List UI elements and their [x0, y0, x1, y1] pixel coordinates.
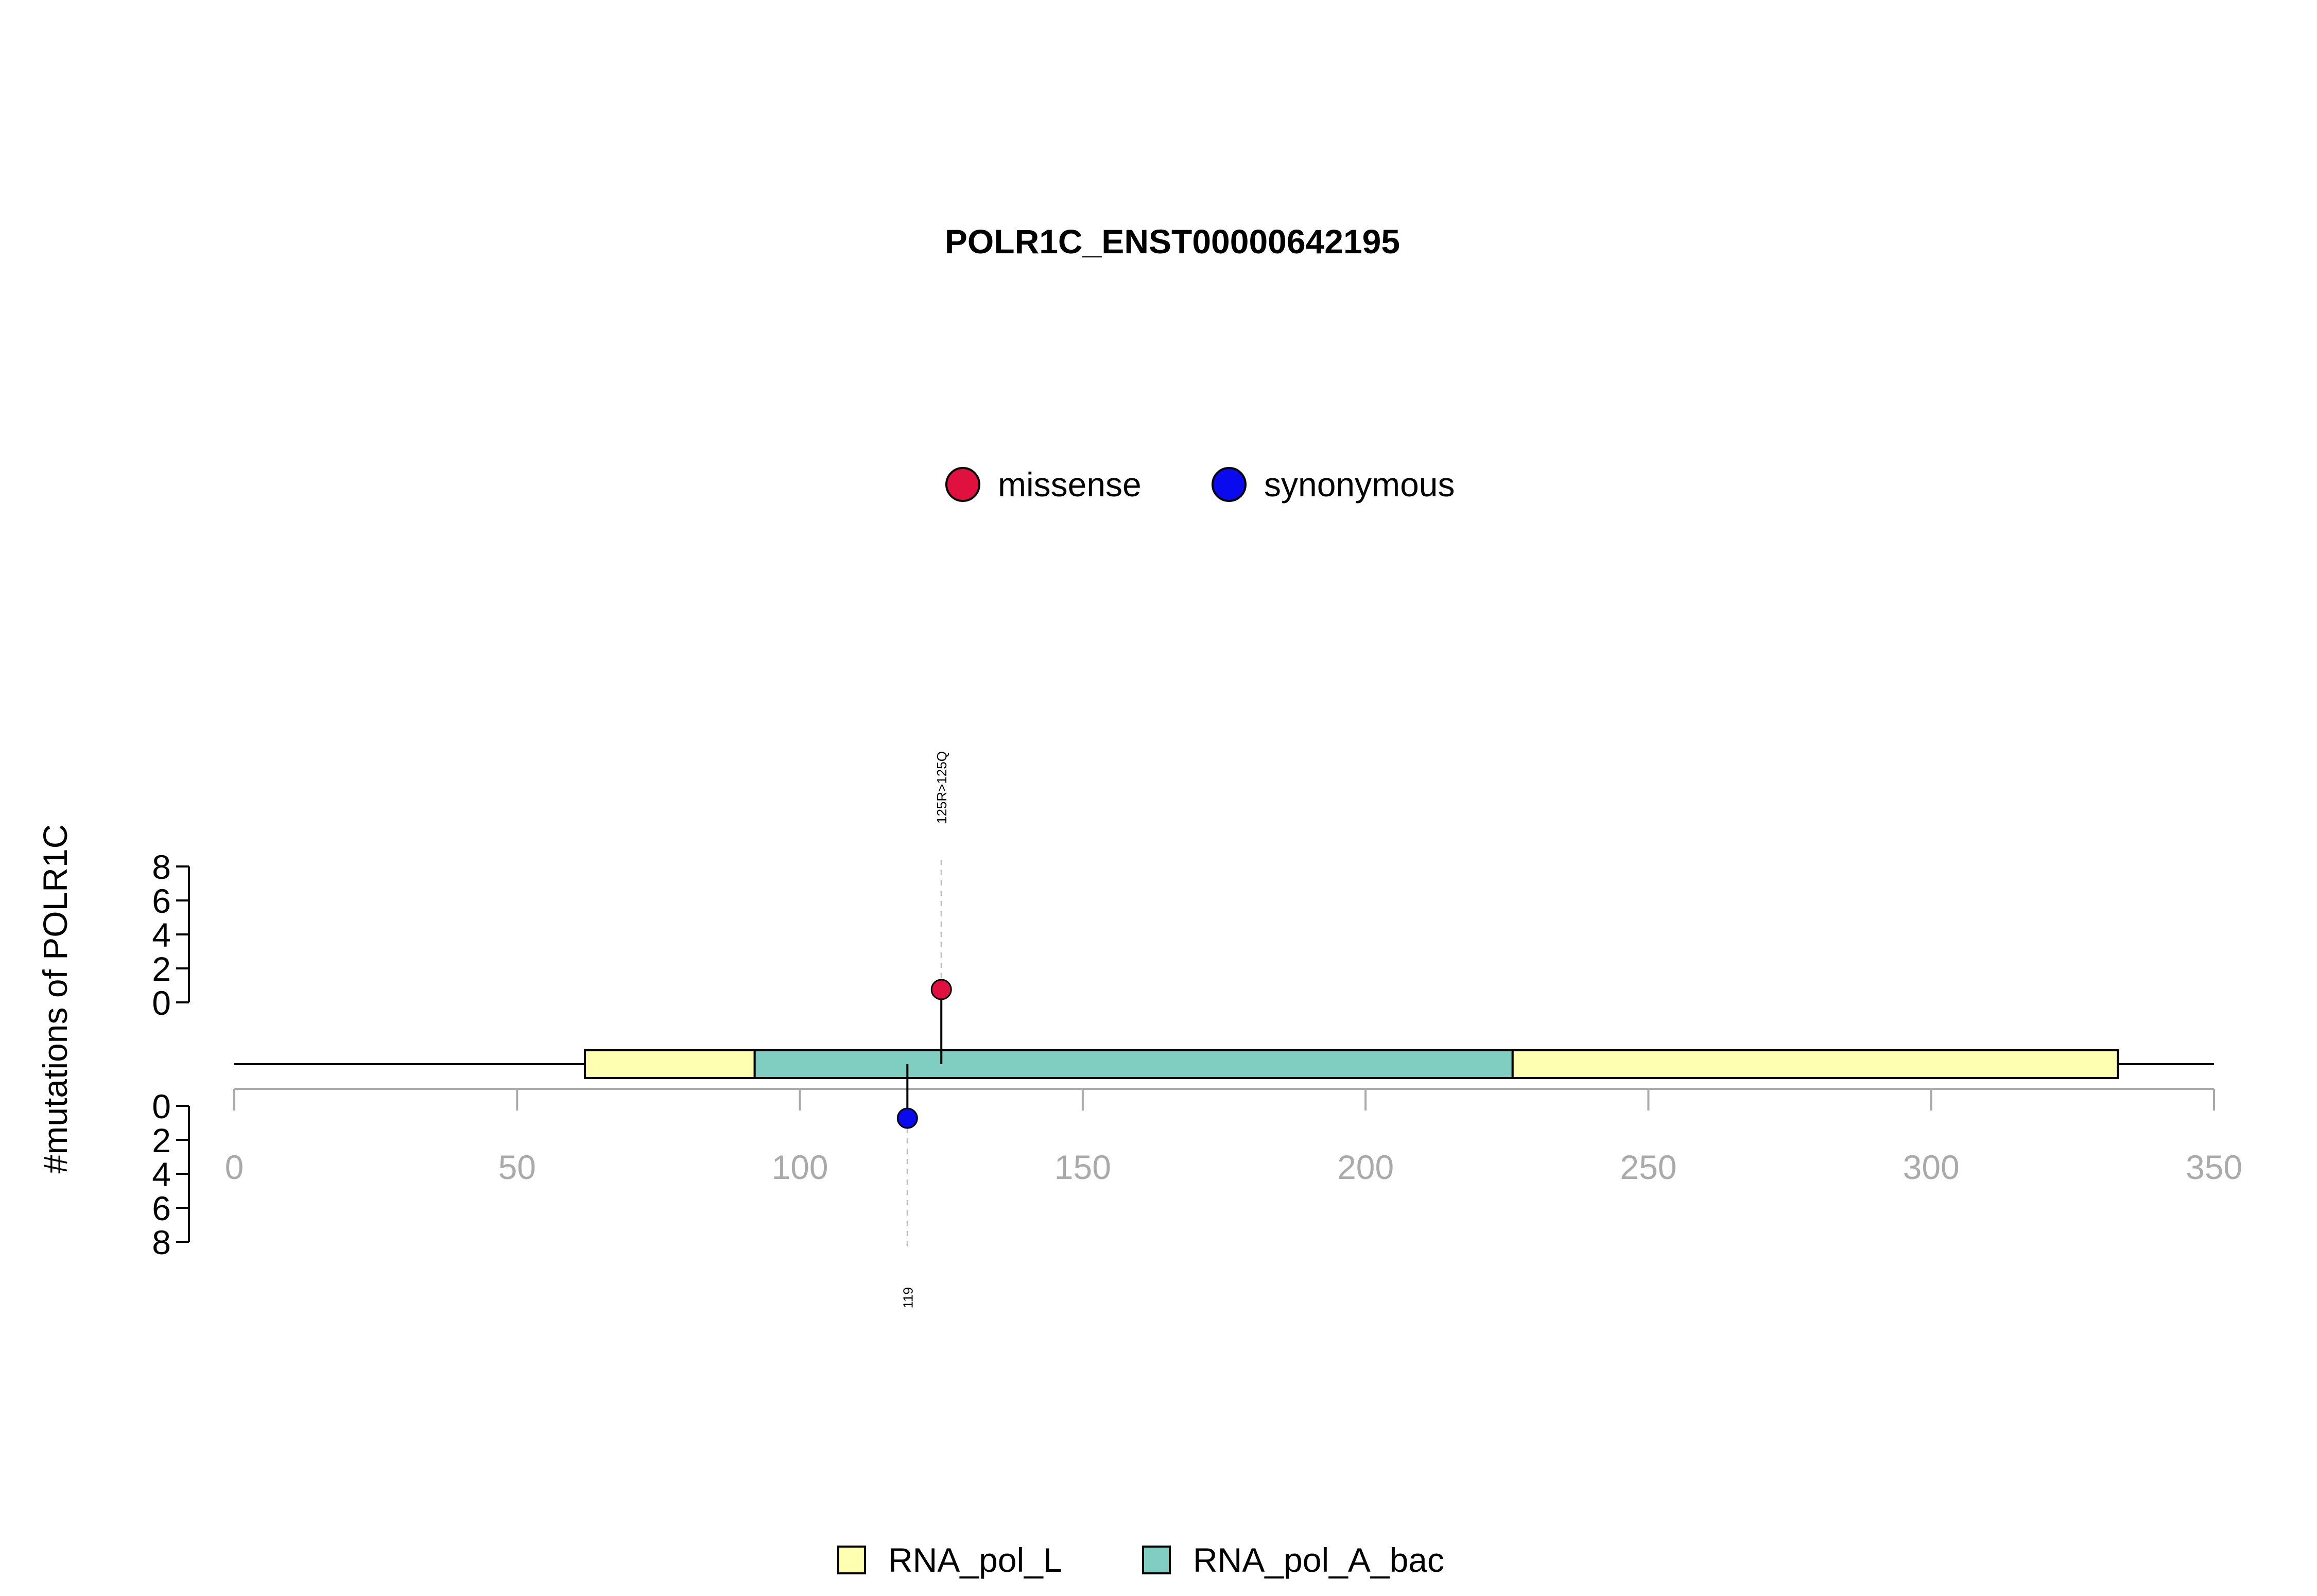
y-top-tick-label-6: 6: [152, 882, 171, 920]
y-axis-label: #mutations of POLR1C: [36, 824, 74, 1174]
mutation-dot-1: [896, 1107, 918, 1129]
x-tick-label-0: 0: [225, 1148, 244, 1186]
y-top-tick-label-2: 2: [152, 950, 171, 988]
domain-legend-marker-RNA_pol_A_bac: [1142, 1546, 1171, 1574]
x-tick-label-250: 250: [1620, 1148, 1676, 1186]
y-bottom-tick-label-4: 4: [152, 1155, 171, 1193]
mutations: 125R>125Q 119: [896, 751, 952, 1308]
domain-legend: RNA_pol_L RNA_pol_A_bac: [837, 1541, 1444, 1579]
y-top-tick-label-8: 8: [152, 848, 171, 886]
y-bottom-tick-label-0: 0: [152, 1087, 171, 1125]
domain-legend-marker-RNA_pol_L: [837, 1546, 866, 1574]
domain-legend-label-RNA_pol_L: RNA_pol_L: [888, 1541, 1062, 1579]
mutation-legend: missense synonymous: [945, 465, 1455, 504]
mutation-label-1: 119: [900, 1287, 915, 1308]
x-tick-label-100: 100: [772, 1148, 828, 1186]
chart-title: POLR1C_ENST00000642195: [945, 222, 1400, 261]
domain-legend-label-RNA_pol_A_bac: RNA_pol_A_bac: [1193, 1541, 1444, 1579]
y-top-tick-label-0: 0: [152, 984, 171, 1022]
protein-domains: [584, 1049, 2119, 1079]
x-tick-label-300: 300: [1903, 1148, 1960, 1186]
mutation-dot-0: [930, 979, 952, 1000]
x-tick-label-50: 50: [498, 1148, 536, 1186]
legend-marker-missense: [945, 467, 980, 502]
domain-RNA_pol_L-0: [584, 1049, 756, 1079]
y-bottom-tick-label-6: 6: [152, 1189, 171, 1227]
x-tick-label-150: 150: [1054, 1148, 1111, 1186]
x-axis: 0 50 100 150 200 250 300 350: [225, 1088, 2242, 1186]
mutation-label-0: 125R>125Q: [934, 751, 949, 824]
domain-RNA_pol_L-2: [1511, 1049, 2119, 1079]
y-bottom-tick-label-2: 2: [152, 1121, 171, 1159]
domain-RNA_pol_A_bac-1: [753, 1049, 1514, 1079]
y-top-tick-label-4: 4: [152, 916, 171, 954]
legend-label-missense: missense: [998, 465, 1142, 504]
legend-label-synonymous: synonymous: [1264, 465, 1455, 504]
x-tick-label-350: 350: [2186, 1148, 2242, 1186]
legend-marker-synonymous: [1212, 467, 1247, 502]
x-tick-label-200: 200: [1337, 1148, 1394, 1186]
y-bottom-tick-label-8: 8: [152, 1223, 171, 1261]
